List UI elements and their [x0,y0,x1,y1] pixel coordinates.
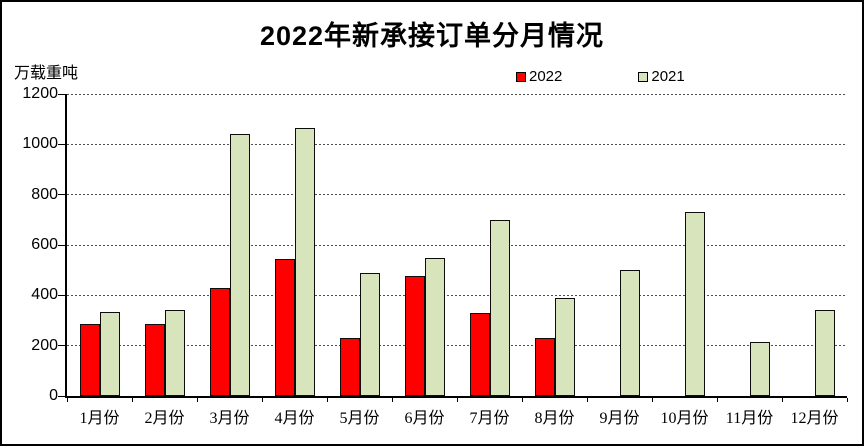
y-axis-unit-label: 万载重吨 [14,65,79,82]
bar-2021-month-4 [294,127,315,396]
x-axis-label-4: 4月份 [274,410,315,427]
bar-2021-month-6 [424,257,445,396]
x-axis-tick-3 [261,398,263,402]
legend-label-2021: 2021 [651,68,685,85]
y-axis-tick-200 [58,345,65,347]
bar-2021-month-2 [164,310,185,396]
y-axis-tick-1000 [58,143,65,145]
legend-item-2021: 2021 [638,68,685,85]
legend: 2022 2021 [516,68,685,85]
bar-2022-month-4 [274,258,295,396]
gridline-y-200 [67,345,847,347]
y-axis-tick-400 [58,294,65,296]
legend-item-2022: 2022 [516,68,562,85]
gridline-y-600 [67,244,847,246]
bar-2021-month-12 [814,310,835,396]
bar-2021-month-5 [359,272,380,396]
y-axis-tick-800 [58,194,65,196]
gridline-y-800 [67,194,847,196]
bar-2021-month-7 [489,219,510,396]
plot-area: 1月份 2月份 3月份 4月份 5月份 6月份 7月份 8月份 9月份 10月份 11月份 12月份 [58,93,848,427]
bar-2021-month-11 [749,341,770,396]
x-axis-label-8: 8月份 [534,410,575,427]
chart-title: 2022年新承接订单分月情况 [259,21,605,51]
x-axis-tick-4 [326,398,328,402]
y-axis-label-200: 200 [31,336,58,354]
legend-swatch-2022-icon [516,71,526,82]
y-axis-label-0: 0 [49,387,58,404]
y-axis-label-1200: 1200 [22,85,58,102]
x-axis-tick-10 [716,398,718,402]
x-axis-label-9: 9月份 [599,410,640,427]
x-axis-label-3: 3月份 [209,410,250,427]
x-axis-label-2: 2月份 [144,410,185,427]
x-axis-label-11: 11月份 [725,410,774,427]
x-axis-label-7: 7月份 [469,410,510,427]
gridline-y-400 [67,294,847,296]
x-axis-line [65,396,847,398]
bar-2022-month-1 [79,324,100,396]
x-axis-label-6: 6月份 [404,410,445,427]
x-axis-label-10: 10月份 [660,410,709,427]
gridline-y-1200 [67,93,847,95]
y-axis-label-800: 800 [31,185,58,203]
x-axis-label-12: 12月份 [790,410,839,427]
x-axis-tick-7 [521,398,523,402]
bar-2021-month-8 [554,297,575,396]
bar-2022-month-2 [144,324,165,396]
bar-2021-month-3 [229,134,250,396]
bar-2022-month-3 [209,287,230,396]
gridline-y-1000 [67,143,847,145]
bar-2022-month-7 [469,312,490,396]
x-axis-tick-1 [131,398,133,402]
bar-2022-month-8 [534,338,555,396]
x-axis-tick-8 [586,398,588,402]
bar-2022-month-6 [404,276,425,396]
x-axis-label-1: 1月份 [79,410,120,427]
x-axis-tick-11 [781,398,783,402]
bar-2021-month-1 [99,311,120,396]
x-axis-tick-2 [196,398,198,402]
x-axis-tick-5 [391,398,393,402]
bar-2022-month-5 [339,338,360,396]
y-axis-label-600: 600 [31,236,58,253]
legend-label-2022: 2022 [529,68,563,85]
y-axis-tick-0 [58,395,65,397]
y-axis-label-1000: 1000 [22,135,58,153]
x-axis-tick-6 [456,398,458,402]
x-axis-tick-12 [846,398,848,402]
bar-2021-month-9 [619,270,640,396]
x-axis-label-5: 5月份 [339,410,380,427]
x-axis-tick-9 [651,398,653,402]
x-axis-tick-0 [66,398,68,402]
y-axis-line [65,94,67,396]
y-axis-tick-600 [58,244,65,246]
y-axis-label-400: 400 [31,286,58,304]
bar-2021-month-10 [684,212,705,396]
y-axis-tick-1200 [58,93,65,95]
legend-swatch-2021-icon [638,71,649,82]
